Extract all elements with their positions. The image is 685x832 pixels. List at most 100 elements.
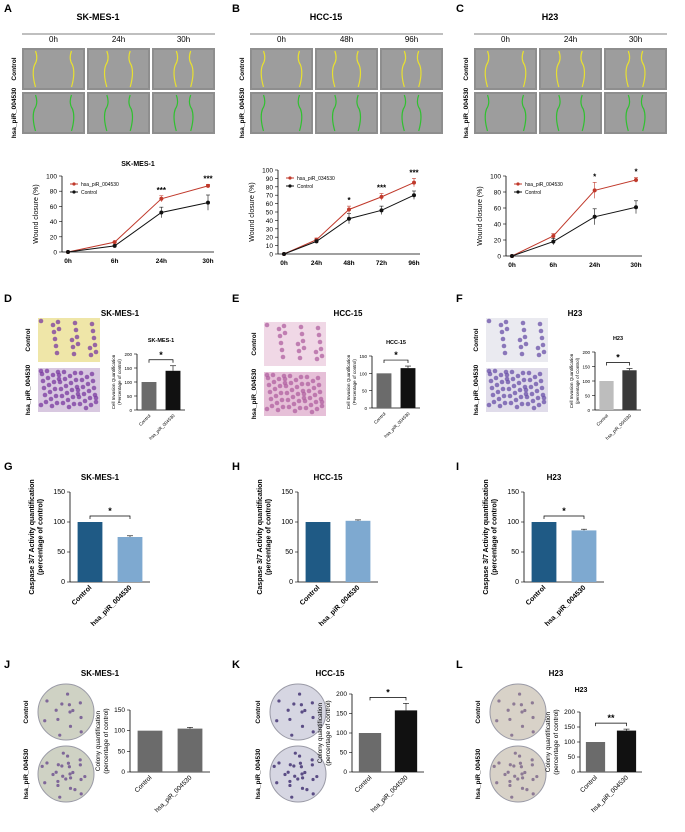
stained-cell [299,331,305,337]
colony-spot [60,764,64,768]
colony-spot [510,733,514,737]
stained-cell [269,403,275,409]
wound-edge-line [555,94,561,132]
scratch-image-texture [154,50,213,88]
y-axis-label: Wound closure (%) [477,186,484,245]
y-tick-label: 0 [53,250,57,257]
colony-spot [299,765,303,769]
stained-cell [71,401,77,407]
scratch-image-texture [382,94,441,132]
stained-cell [290,394,296,400]
stained-cell [535,395,541,401]
chart-title: HCC-15 [386,340,406,346]
scratch-image-texture [541,50,600,88]
y-axis-label: Cell Invasion Quantification [569,353,574,408]
colony-spot [79,715,83,720]
colony-spot [56,779,60,784]
chart-title: H23 [613,336,623,342]
colony-spot [531,730,535,734]
x-tick-label: hsa_piR_004530 [544,584,588,628]
stained-cell [292,408,298,414]
scratch-image-texture [89,50,148,88]
colony-spot [512,764,516,768]
stained-cell [297,355,303,361]
colony-spot [66,761,71,765]
data-point [412,180,416,185]
stained-cell [265,375,271,381]
colony-spot [310,758,314,762]
y-tick-label: 150 [336,711,347,718]
colony-spot [523,708,527,713]
stained-cell [316,382,322,388]
data-point [347,216,351,221]
significance-mark: *** [377,184,387,193]
colony-images: Control hsa_piR_004530 [255,683,327,803]
wound-edge-line [103,50,109,88]
stained-cell [287,373,293,379]
y-tick-label: 50 [57,549,65,556]
stained-cell [77,401,83,407]
stained-cell [93,399,99,405]
colony-spot [297,754,302,758]
y-tick-label: 60 [494,206,502,213]
y-axis-label: Colony quantification [95,710,102,771]
stained-cell [87,395,93,401]
bar [622,370,637,410]
stained-cell [49,403,55,409]
stained-cell [69,387,75,393]
y-tick-label: 0 [269,252,273,259]
stained-cell [305,381,311,387]
panel-letter-I: I [456,461,459,473]
y-tick-label: 200 [582,350,590,355]
colony-spot [531,777,535,782]
stained-cell [319,403,325,409]
significance-bracket [369,697,407,701]
panel-letter-C: C [456,3,464,15]
stained-cell [507,393,513,399]
stained-cell [535,345,541,351]
stained-cell [527,377,533,383]
stained-cell [313,349,319,355]
wound-edge-line [260,50,266,88]
data-point [412,193,416,198]
significance-mark: * [159,350,163,360]
bar [376,373,392,408]
chart-title: SK-MES-1 [81,473,120,482]
y-tick-label: 150 [359,354,367,359]
stained-cell [282,376,288,382]
panel-letter-D: D [4,293,12,305]
stained-cell [501,393,507,399]
colony-images: Control hsa_piR_004530 [475,683,547,803]
stained-cell [537,371,543,377]
colony-spot [508,779,512,784]
stained-cell [56,372,62,378]
colony-spot [506,770,510,774]
legend-marker [72,182,76,186]
x-tick-label: 30h [202,258,213,265]
colony-spot [300,776,305,780]
colony-spot [530,758,534,762]
stained-cell [47,389,53,395]
stained-cell [541,395,547,401]
row-label-treated: hsa_piR_004530 [475,748,482,799]
stained-cell [534,388,540,394]
x-tick-label: 0h [64,258,72,265]
stained-cell [291,401,297,407]
wound-edge-line [297,94,303,132]
data-point [551,239,556,244]
colony-spot [78,763,82,767]
y-tick-label: 200 [336,691,347,698]
y-tick-label: 100 [281,519,293,526]
y-tick-label: 150 [124,366,132,371]
colony-spot [520,710,524,714]
stained-cell [319,399,325,405]
stained-cell [285,397,291,403]
line-chart-A: SK-MES-1 0 20 40 60 80 100 0h 6h 24h 30h Wound clos… [33,161,214,265]
y-axis-label: Cell Invasion Quantification [346,354,351,409]
colony-spot [79,730,83,734]
colony-spot [288,779,292,784]
stained-cell [306,388,312,394]
y-axis-label: (percentage of control) [38,499,45,575]
